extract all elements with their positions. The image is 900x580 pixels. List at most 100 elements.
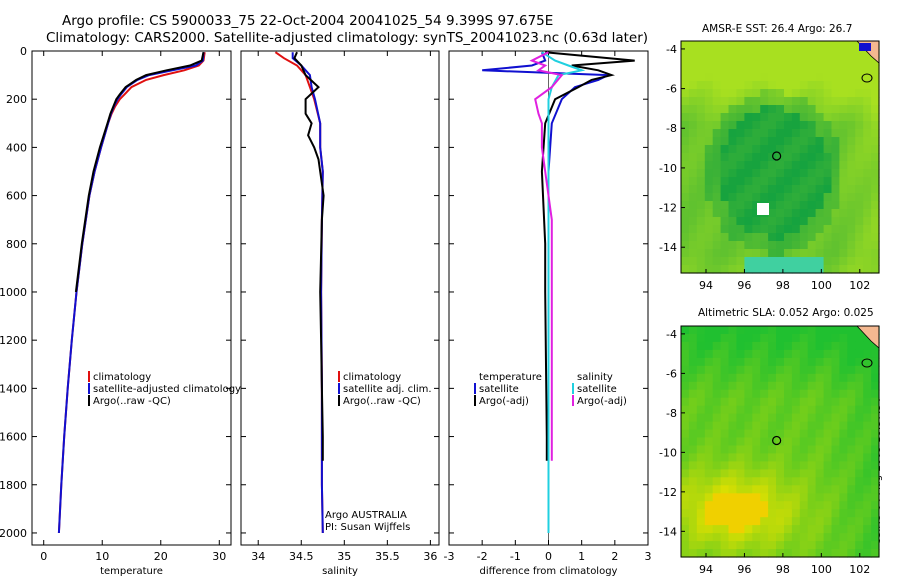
sla-map-cell — [776, 549, 785, 558]
sst-map-cell — [712, 81, 722, 90]
sst-map-cell — [760, 169, 769, 178]
sst-map-cell — [831, 113, 840, 122]
salinity-series-2 — [293, 51, 325, 461]
sst-map-cell — [712, 185, 722, 194]
sst-map-cell — [752, 249, 761, 258]
sst-map-cell — [744, 145, 753, 154]
sla-map-cell — [815, 334, 825, 343]
sst-map-cell — [704, 153, 714, 162]
sst-map-cell — [863, 97, 872, 106]
sla-map-cell — [704, 549, 714, 558]
sla-map-cell — [704, 477, 714, 486]
sla-map-cell — [807, 469, 817, 478]
sst-map-cell — [831, 265, 840, 274]
figure-title-line2: Climatology: CARS2000. Satellite-adjuste… — [46, 30, 649, 46]
figure-title-line1: Argo profile: CS 5900033_75 22-Oct-2004 … — [62, 13, 554, 29]
sla-map-cell — [720, 341, 730, 351]
sst-map-cell — [839, 241, 848, 250]
sla-map-cell — [863, 373, 872, 383]
sst-map-cell — [807, 121, 817, 130]
sla-map-cell — [831, 429, 840, 439]
sla-map-cell — [744, 437, 753, 447]
sst-map-cell — [720, 129, 730, 138]
sla-map-cell — [720, 445, 730, 455]
sla-map-cell — [799, 541, 809, 550]
sst-map-cell — [681, 97, 690, 106]
sla-map-cell — [712, 445, 722, 455]
sla-map-cell — [760, 326, 769, 335]
sst-map-cell — [681, 233, 690, 242]
sst-map-cell — [704, 201, 714, 210]
sst-map-cell — [704, 73, 714, 82]
sst-map-cell — [712, 225, 722, 234]
sla-map-cell — [688, 341, 698, 351]
sla-map-cell — [831, 405, 840, 415]
sla-map-cell — [863, 517, 872, 526]
temperature-series-1 — [57, 52, 205, 534]
sla-map-cell — [760, 349, 769, 359]
sla-map-cell — [784, 357, 793, 367]
sst-map-cell — [784, 41, 793, 50]
sla-map-cell — [807, 477, 817, 486]
sst-map-cell — [799, 137, 809, 146]
sst-map-cell — [855, 185, 864, 194]
sst-map-cell — [704, 257, 714, 266]
sst-map-cell — [855, 201, 864, 210]
sla-map-cell — [704, 445, 714, 455]
sst-map-cell — [712, 97, 722, 106]
sst-map-cell — [681, 73, 690, 82]
sst-map-cell — [871, 81, 880, 90]
sla-map-cell — [847, 477, 856, 486]
sla-map-cell — [839, 453, 848, 462]
sst-map-cell — [776, 169, 785, 178]
sst-map-cell — [688, 201, 698, 210]
sst-map-cell — [688, 129, 698, 138]
sla-map-cell — [744, 517, 753, 526]
sla-map-cell — [688, 453, 698, 462]
sst-map-cell — [688, 137, 698, 146]
sst-map-cell — [744, 81, 753, 90]
sst-map-cell — [696, 81, 706, 90]
sst-map-cell — [807, 97, 817, 106]
sla-map-cell — [807, 405, 817, 415]
sla-map-cell — [736, 413, 745, 423]
sst-map-cell — [863, 121, 872, 130]
sst-map-cell — [847, 41, 856, 50]
sla-map-cell — [815, 501, 825, 510]
sst-map-cell — [768, 241, 777, 250]
sla-map-ytick-label: -12 — [659, 486, 677, 499]
sla-map-cell — [728, 525, 737, 534]
sla-map-cell — [752, 405, 761, 415]
sla-map-cell — [855, 477, 864, 486]
sla-map-cell — [871, 533, 880, 542]
sst-map-cell — [831, 145, 840, 154]
sst-map-cell — [776, 137, 785, 146]
sla-map-cell — [712, 485, 722, 494]
sst-map-cell — [784, 89, 793, 98]
sla-map-cell — [696, 429, 706, 439]
sst-map-cell — [752, 105, 761, 114]
depth-tick-label: 0 — [20, 45, 27, 58]
sst-map-cell — [831, 233, 840, 242]
sla-map-cell — [752, 477, 761, 486]
sla-map-cell — [736, 493, 745, 502]
sst-map-cell — [760, 65, 769, 74]
temperature-series-2 — [74, 51, 205, 293]
sst-map-cell — [681, 193, 690, 202]
sla-map-cell — [831, 445, 840, 455]
sst-map-cell — [784, 249, 793, 258]
sla-map-cell — [839, 365, 848, 375]
sla-map-cell — [704, 381, 714, 391]
sla-map-cell — [839, 357, 848, 367]
sla-map-cell — [863, 389, 872, 399]
sst-map-cell — [688, 145, 698, 154]
sla-map-cell — [871, 469, 880, 478]
sst-map-cell — [847, 249, 856, 258]
sst-map-cell — [736, 121, 745, 130]
sla-map-cell — [855, 397, 864, 407]
sla-map-cell — [863, 357, 872, 367]
sla-map-cell — [688, 549, 698, 558]
temperature-xtick-label: 20 — [154, 550, 168, 563]
sst-map-cell — [696, 145, 706, 154]
sla-map-cell — [744, 373, 753, 383]
